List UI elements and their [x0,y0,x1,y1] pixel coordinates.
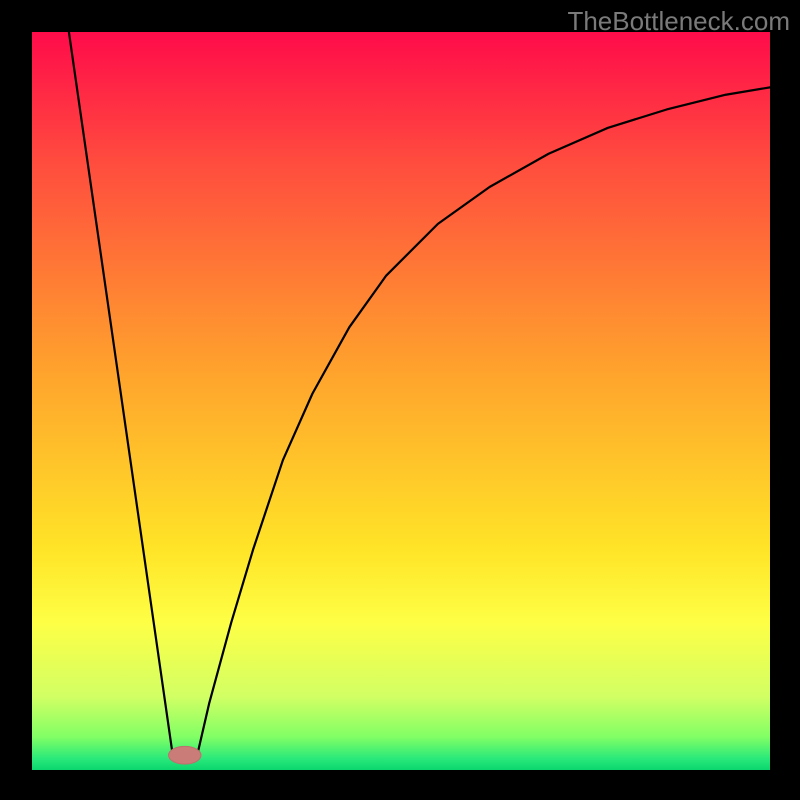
plot-svg [32,32,770,770]
bottleneck-chart [32,32,770,770]
optimal-marker [169,746,201,764]
chart-frame: TheBottleneck.com [0,0,800,800]
gradient-background [32,32,770,770]
